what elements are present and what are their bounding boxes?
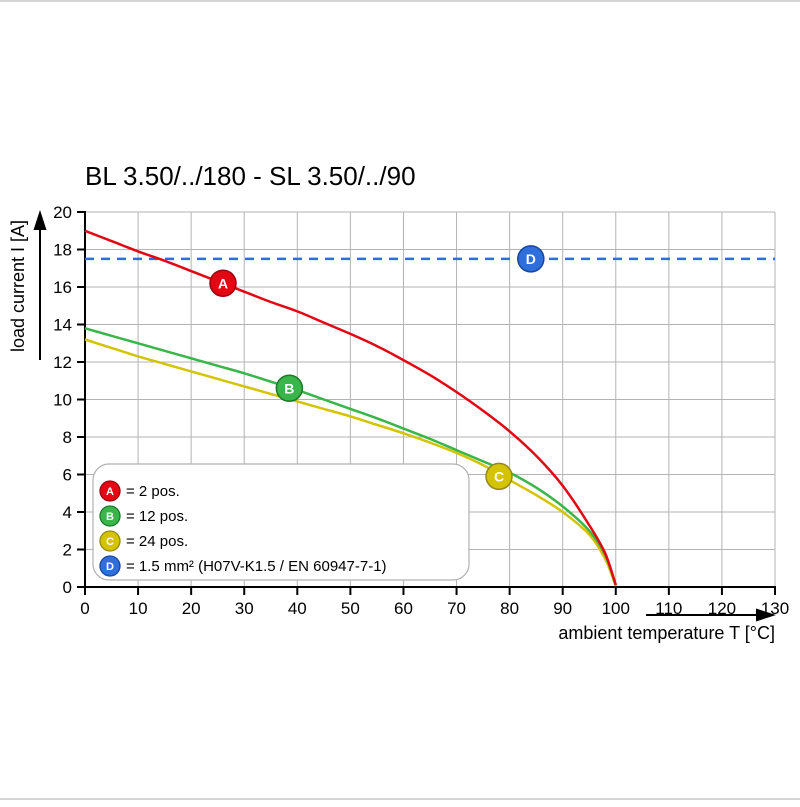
y-axis-arrow-icon: [33, 210, 47, 360]
legend-box: [92, 463, 470, 581]
x-tick-label: 60: [394, 599, 413, 618]
x-tick-label: 100: [602, 599, 630, 618]
plot-area: 0 10 20 30 40 50 60 70 80 90 100 110 120 130024681012…: [53, 203, 789, 618]
curve-marker-letter-A: A: [218, 275, 228, 291]
legend-label-C: = 24 pos.: [126, 533, 188, 550]
x-tick-label: 20: [182, 599, 201, 618]
y-tick-label: 16: [53, 278, 72, 297]
legend-marker-A: [99, 480, 121, 502]
legend-label-A: = 2 pos.: [126, 483, 180, 500]
y-tick-label: 10: [53, 391, 72, 410]
legend-label-D: = 1.5 mm² (H07V-K1.5 / EN 60947-7-1): [126, 558, 387, 575]
y-tick-label: 14: [53, 316, 72, 335]
y-tick-label: 4: [63, 503, 72, 522]
legend-marker-C: [99, 530, 121, 552]
y-tick-label: 12: [53, 353, 72, 372]
x-tick-label: 80: [500, 599, 519, 618]
curve-marker-letter-D: D: [526, 251, 536, 267]
curve-marker-C: [485, 462, 513, 491]
legend-letter-D: D: [106, 561, 114, 573]
legend-letter-B: B: [106, 511, 114, 523]
curve-C: [84, 338, 617, 587]
curve-marker-B: [275, 374, 304, 402]
x-tick-label: 120: [708, 599, 736, 618]
y-axis-label: load current I [A]: [8, 220, 28, 352]
legend-label-B: = 12 pos.: [126, 508, 188, 525]
x-tick-label: 10: [129, 599, 148, 618]
x-tick-label: 110: [655, 599, 682, 618]
x-tick-label: 40: [288, 599, 307, 618]
curve-marker-D: [517, 245, 545, 273]
x-axis-label: ambient temperature T [°C]: [558, 623, 775, 643]
legend-marker-D: [99, 555, 121, 577]
y-tick-label: 6: [63, 466, 72, 485]
legend-letter-A: A: [106, 486, 114, 498]
curve-marker-A: [209, 269, 237, 297]
y-tick-label: 20: [53, 203, 72, 222]
x-tick-label: 90: [553, 599, 572, 618]
x-tick-label: 30: [235, 599, 254, 618]
legend-letter-C: C: [106, 536, 114, 548]
legend-marker-B: [99, 505, 121, 527]
y-tick-label: 8: [63, 428, 72, 447]
y-tick-label: 2: [63, 541, 72, 560]
x-tick-label: 0: [80, 599, 89, 618]
x-tick-label: 70: [447, 599, 466, 618]
curve-B: [84, 327, 617, 586]
curve-marker-letter-C: C: [494, 468, 504, 484]
x-axis-arrow-icon: [646, 608, 776, 622]
x-tick-label: 50: [341, 599, 360, 618]
y-tick-label: 0: [63, 578, 72, 597]
curve-marker-letter-B: B: [284, 380, 294, 396]
y-tick-label: 18: [53, 241, 72, 260]
curve-A: [84, 229, 617, 586]
chart-title: BL 3.50/../180 - SL 3.50/../90: [85, 161, 416, 191]
